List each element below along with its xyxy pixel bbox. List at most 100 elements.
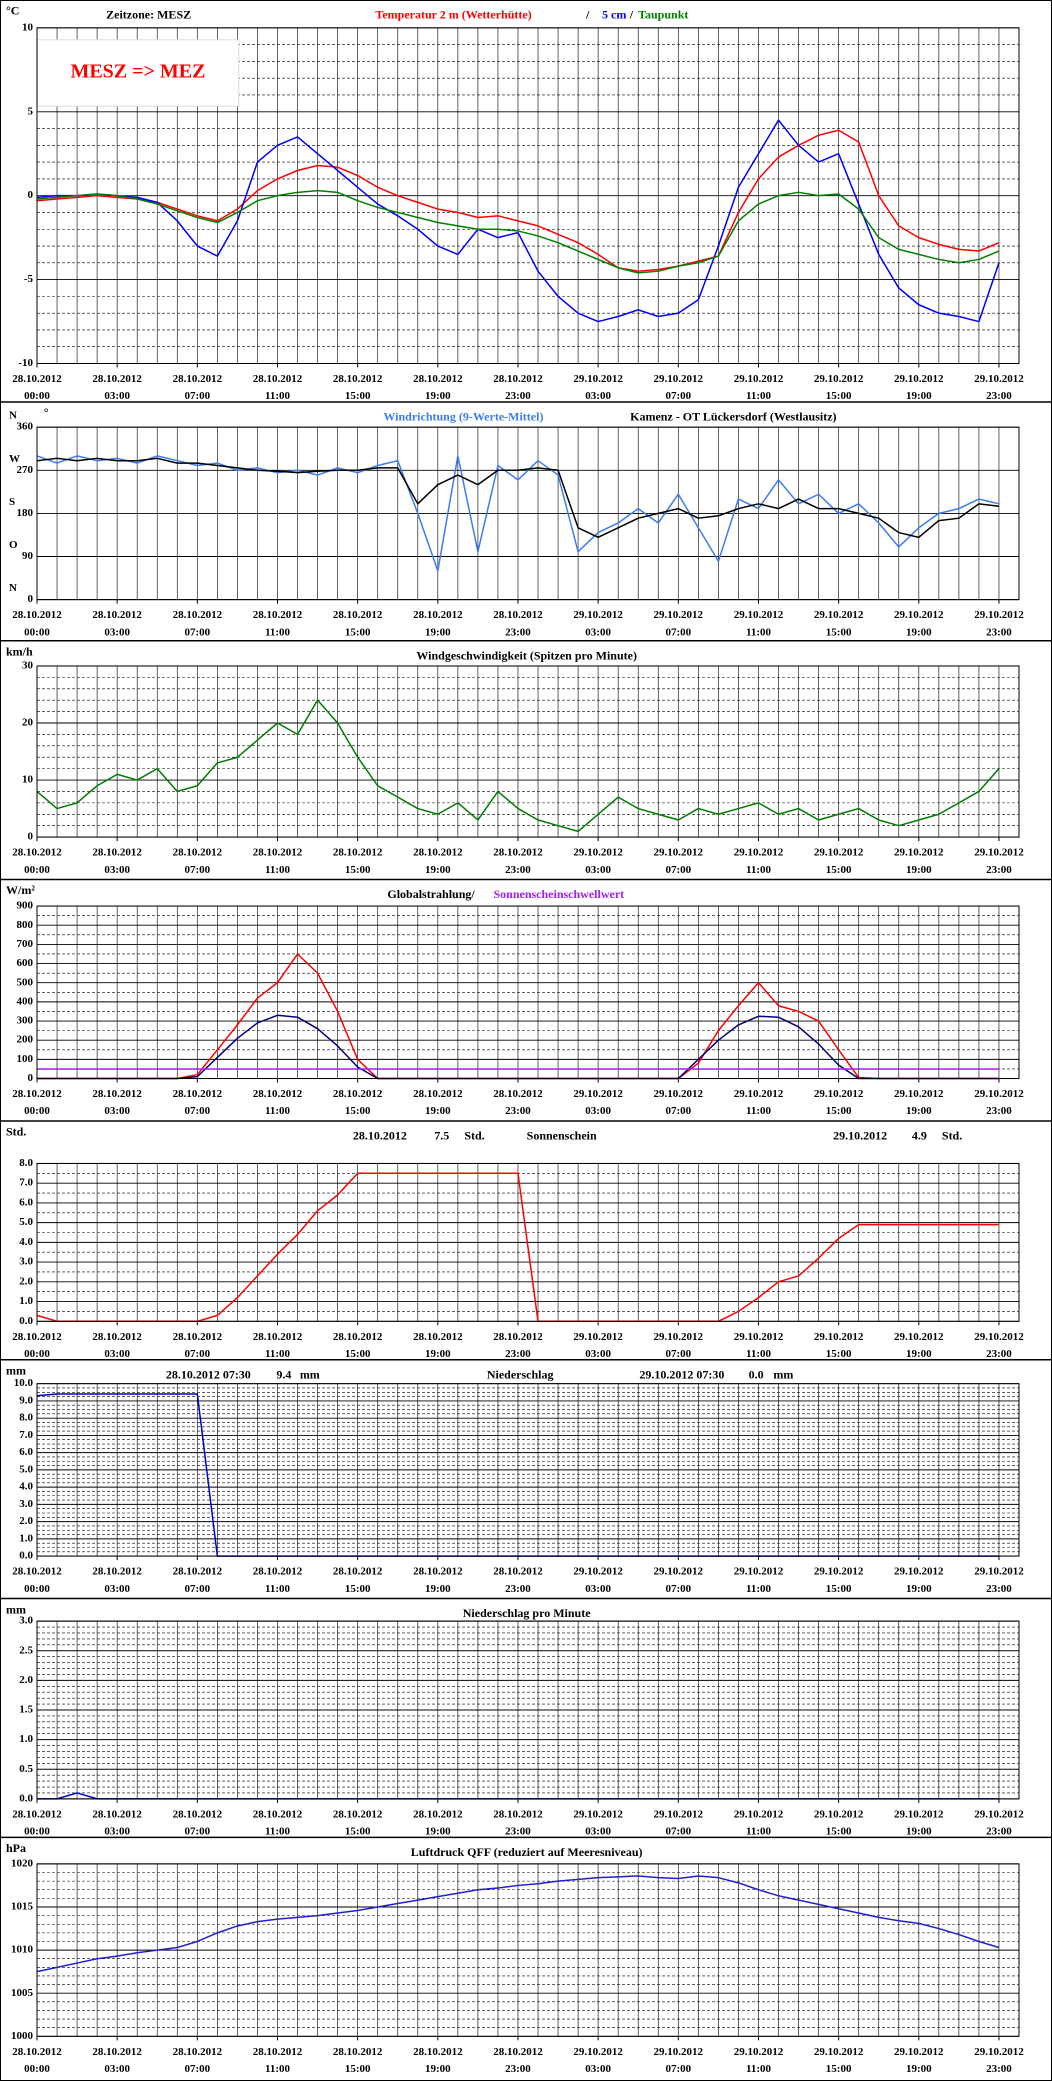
x-tick-time: 23:00 [986, 2063, 1012, 2075]
x-tick-time: 11:00 [265, 2063, 291, 2075]
x-tick-time: 11:00 [265, 864, 291, 876]
x-tick-date: 28.10.2012 [333, 373, 383, 385]
y-tick-label: 30 [22, 659, 34, 671]
x-tick-time: 23:00 [986, 626, 1012, 638]
header-text: mm [773, 1367, 793, 1381]
series-line [36, 129, 1000, 272]
x-tick-date: 29.10.2012 [734, 373, 784, 385]
x-tick-time: 15:00 [826, 1583, 852, 1595]
y-tick-label: 100 [17, 1053, 34, 1065]
x-tick-time: 07:00 [665, 1105, 691, 1117]
series-line [36, 1875, 1000, 1973]
y-tick-label: 2.5 [19, 1644, 33, 1656]
x-tick-date: 29.10.2012 [814, 847, 864, 859]
x-tick-date: 29.10.2012 [654, 1566, 704, 1578]
x-tick-time: 19:00 [425, 1583, 451, 1595]
x-tick-time: 19:00 [906, 1105, 932, 1117]
x-tick-time: 00:00 [24, 390, 50, 402]
x-tick-time: 07:00 [184, 626, 210, 638]
y-tick-label: 0.0 [19, 1792, 33, 1804]
y-tick-label: 10 [22, 774, 34, 786]
y-tick-label: 200 [17, 1034, 34, 1046]
header-text: mm [300, 1367, 320, 1381]
plot-border [36, 665, 1020, 838]
x-tick-time: 11:00 [746, 626, 772, 638]
x-tick-date: 29.10.2012 [734, 2046, 784, 2058]
y-tick-label: 3.0 [19, 1615, 33, 1627]
x-tick-date: 29.10.2012 [814, 1808, 864, 1820]
x-tick-date: 29.10.2012 [894, 373, 944, 385]
annotation: MESZ => MEZ [70, 61, 205, 83]
y-tick-label: 0.0 [19, 1550, 33, 1562]
x-tick-time: 03:00 [104, 626, 130, 638]
x-tick-time: 23:00 [505, 864, 531, 876]
y-axis-label: mm [6, 1363, 26, 1377]
y-tick-label: -10 [18, 357, 33, 369]
y-tick-label: 4.0 [19, 1236, 33, 1248]
x-tick-date: 28.10.2012 [12, 609, 62, 621]
x-tick-time: 03:00 [585, 864, 611, 876]
x-tick-time: 15:00 [345, 1826, 371, 1838]
y-tick-label: 0.5 [19, 1763, 33, 1775]
x-tick-date: 28.10.2012 [413, 1566, 463, 1578]
header-text: Windrichtung (9-Werte-Mittel) [383, 410, 543, 424]
x-tick-time: 15:00 [345, 1348, 371, 1360]
header-text: Windgeschwindigkeit (Spitzen pro Minute) [416, 648, 637, 662]
x-tick-date: 29.10.2012 [814, 2046, 864, 2058]
x-tick-time: 19:00 [906, 1583, 932, 1595]
x-tick-date: 28.10.2012 [413, 1808, 463, 1820]
y-tick-label: 7.0 [19, 1429, 33, 1441]
x-tick-date: 28.10.2012 [413, 847, 463, 859]
x-tick-date: 28.10.2012 [12, 1808, 62, 1820]
x-tick-time: 00:00 [24, 1105, 50, 1117]
y-tick-label: 1000 [11, 2030, 34, 2042]
x-tick-time: 11:00 [265, 1348, 291, 1360]
x-tick-date: 28.10.2012 [12, 373, 62, 385]
x-tick-date: 28.10.2012 [333, 609, 383, 621]
x-tick-date: 28.10.2012 [493, 1088, 543, 1100]
x-tick-time: 07:00 [665, 864, 691, 876]
x-tick-time: 00:00 [24, 864, 50, 876]
x-tick-time: 23:00 [505, 390, 531, 402]
y-axis-label: hPa [6, 1841, 26, 1855]
x-tick-date: 29.10.2012 [974, 1566, 1024, 1578]
header-text: 28.10.2012 07:30 [166, 1367, 251, 1381]
x-tick-time: 19:00 [425, 626, 451, 638]
x-tick-date: 29.10.2012 [974, 2046, 1024, 2058]
x-tick-date: 29.10.2012 [974, 847, 1024, 859]
x-tick-date: 28.10.2012 [333, 2046, 383, 2058]
series-line [36, 455, 1000, 572]
x-tick-date: 29.10.2012 [974, 1808, 1024, 1820]
x-tick-date: 29.10.2012 [573, 1808, 623, 1820]
x-tick-time: 11:00 [746, 1105, 772, 1117]
x-tick-time: 03:00 [104, 864, 130, 876]
x-tick-time: 19:00 [906, 626, 932, 638]
x-tick-date: 29.10.2012 [894, 1566, 944, 1578]
compass-label: W [9, 453, 20, 465]
y-tick-label: 10.0 [14, 1377, 34, 1389]
x-tick-date: 28.10.2012 [253, 1808, 303, 1820]
y-tick-label: 1.5 [19, 1704, 33, 1716]
y-tick-label: 700 [17, 938, 34, 950]
y-tick-label: 500 [17, 976, 34, 988]
header-text: Globalstrahlung/ [387, 887, 475, 901]
x-tick-date: 29.10.2012 [654, 1088, 704, 1100]
x-tick-time: 03:00 [585, 2063, 611, 2075]
x-tick-date: 29.10.2012 [974, 373, 1024, 385]
x-tick-date: 28.10.2012 [413, 373, 463, 385]
x-tick-date: 29.10.2012 [573, 1566, 623, 1578]
x-tick-date: 28.10.2012 [173, 373, 223, 385]
y-tick-label: 800 [17, 919, 34, 931]
x-tick-time: 07:00 [665, 626, 691, 638]
x-tick-time: 15:00 [345, 864, 371, 876]
x-tick-time: 19:00 [906, 864, 932, 876]
x-tick-date: 29.10.2012 [814, 1331, 864, 1343]
x-tick-date: 29.10.2012 [894, 847, 944, 859]
y-axis-label: mm [6, 1602, 26, 1616]
x-tick-time: 00:00 [24, 2063, 50, 2075]
x-tick-time: 11:00 [265, 1826, 291, 1838]
x-tick-time: 19:00 [906, 2063, 932, 2075]
x-tick-time: 15:00 [826, 1105, 852, 1117]
y-tick-label: 5.0 [19, 1463, 33, 1475]
